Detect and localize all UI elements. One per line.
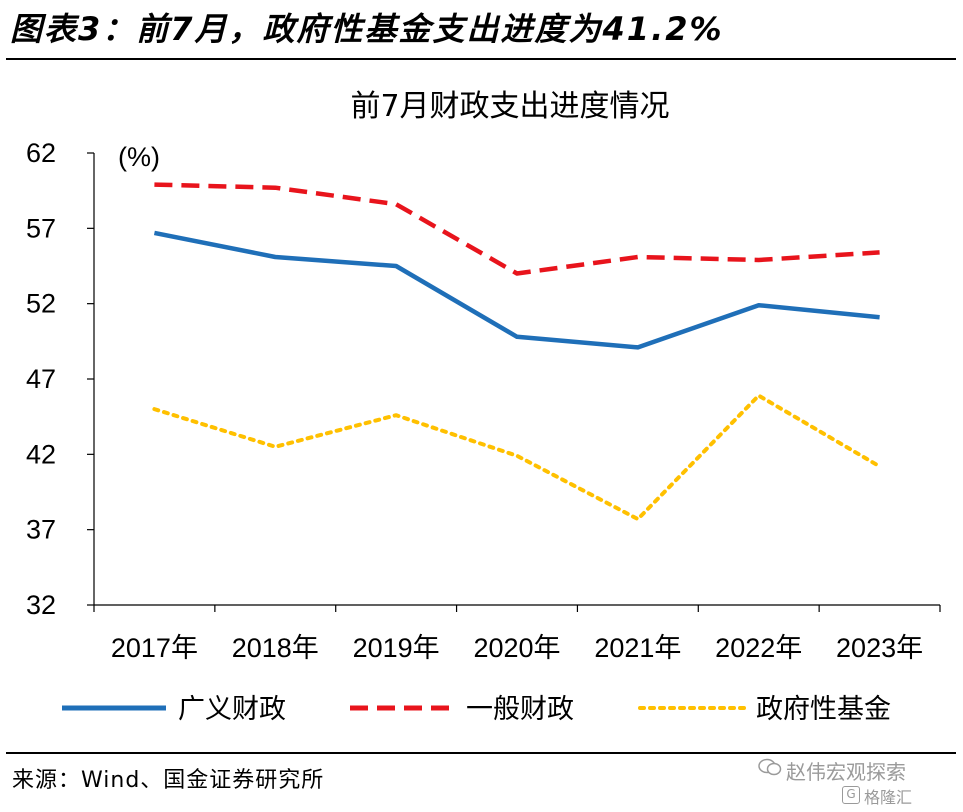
source-note: 来源：Wind、国金证券研究所	[12, 768, 325, 793]
x-tick-label: 2023年	[836, 633, 923, 663]
watermark: 赵伟宏观探索 G 格隆汇	[756, 752, 960, 812]
y-tick-label: 62	[26, 138, 56, 168]
top-rule	[6, 58, 956, 60]
unit-label: (%)	[118, 142, 160, 172]
legend: 广义财政 一般财政 政府性基金	[62, 694, 891, 725]
legend-label-3: 政府性基金	[756, 694, 891, 725]
legend-label-2: 一般财政	[466, 694, 574, 725]
x-tick-label: 2020年	[473, 633, 560, 663]
y-tick-label: 37	[26, 515, 56, 545]
y-tick-label: 57	[26, 213, 56, 243]
y-tick-labels: 32 37 42 47 52 57 62	[26, 138, 56, 620]
axes	[87, 152, 941, 612]
wechat-icon	[758, 758, 782, 776]
x-tick-labels: 2017年 2018年 2019年 2020年 2021年 2022年 2023年	[111, 633, 923, 663]
series-line-3	[152, 393, 882, 522]
series-line-2	[154, 182, 880, 276]
figure-heading: 图表3：前7月，政府性基金支出进度为41.2%	[10, 10, 724, 48]
y-tick-label: 42	[26, 439, 56, 469]
y-tick-label: 32	[26, 590, 56, 620]
x-tick-label: 2022年	[715, 633, 802, 663]
x-tick-label: 2017年	[111, 633, 198, 663]
legend-label-1: 广义财政	[178, 694, 286, 725]
watermark-account: 赵伟宏观探索	[786, 760, 906, 784]
x-tick-label: 2021年	[594, 633, 681, 663]
y-tick-label: 47	[26, 364, 56, 394]
chart: 前7月财政支出进度情况 (%) 32 37 42 47 52 57 62 2017年 2018…	[26, 89, 941, 725]
chart-title: 前7月财政支出进度情况	[350, 89, 669, 124]
watermark-platform: 格隆汇	[864, 788, 913, 807]
series-lines	[152, 182, 882, 522]
x-tick-label: 2018年	[232, 633, 319, 663]
bottom-rule	[6, 752, 956, 754]
series-line-1	[153, 230, 880, 350]
y-tick-label: 52	[26, 289, 56, 319]
gelonghui-logo-icon: G	[842, 786, 860, 804]
x-tick-label: 2019年	[353, 633, 440, 663]
